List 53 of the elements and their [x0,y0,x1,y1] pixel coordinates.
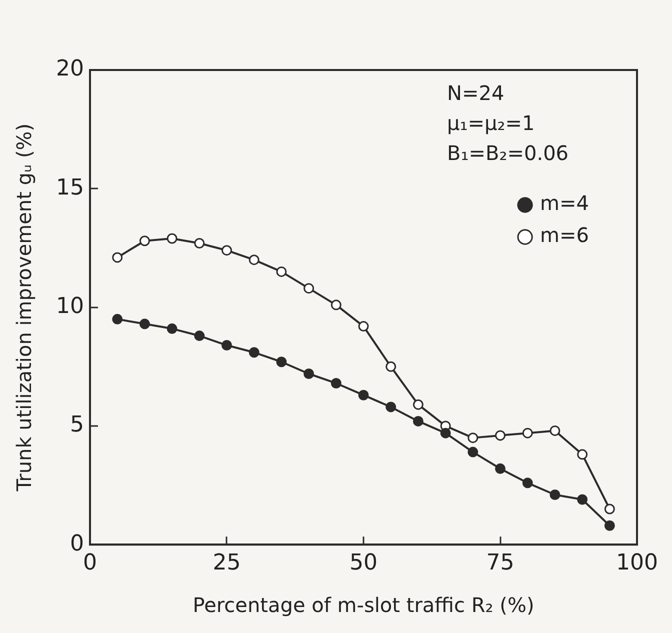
point [112,252,123,263]
y-tick-label: 10 [56,294,84,320]
point [166,323,178,334]
point [276,356,287,368]
point [304,368,314,379]
point [166,233,178,244]
point [112,314,123,324]
point [358,390,369,400]
point [330,300,342,310]
point [412,416,424,426]
annotation: N=24 [447,81,504,106]
point [468,446,478,458]
point [276,266,287,277]
point [577,494,588,505]
point [550,425,560,436]
annotation: B₁=B₂=0.06 [447,141,569,166]
point [577,449,588,460]
y-tick-label: 20 [56,56,84,82]
point [468,432,478,444]
y-axis-title: Trunk utilization improvement gᵤ (%) [12,123,36,492]
legend-label: m=6 [540,223,590,248]
point [139,318,150,330]
point [304,283,314,294]
point [194,238,205,248]
point [358,321,369,332]
point [139,236,150,246]
point [248,254,260,266]
point [495,463,506,474]
point [604,520,615,531]
x-tick-label: 75 [486,550,514,576]
point [550,490,560,500]
y-tick-label: 5 [70,412,84,438]
x-tick-label: 100 [616,550,658,576]
point [440,428,451,438]
point [221,245,232,256]
annotation: μ₁=μ₂=1 [447,111,535,136]
y-tick-label: 0 [70,531,84,556]
point [522,428,533,438]
y-tick-label: 15 [56,175,84,200]
x-axis-title: Percentage of m-slot traffic R₂ (%) [192,593,534,618]
point [495,430,506,441]
x-tick-label: 50 [350,550,378,576]
legend-label: m=4 [540,191,590,216]
point [194,330,205,342]
x-tick-label: 25 [212,550,241,576]
point [330,378,342,388]
point [248,347,260,358]
point [386,361,396,372]
point [386,402,396,412]
point [412,399,424,410]
point [221,340,232,351]
point [604,504,615,514]
point [522,478,533,488]
